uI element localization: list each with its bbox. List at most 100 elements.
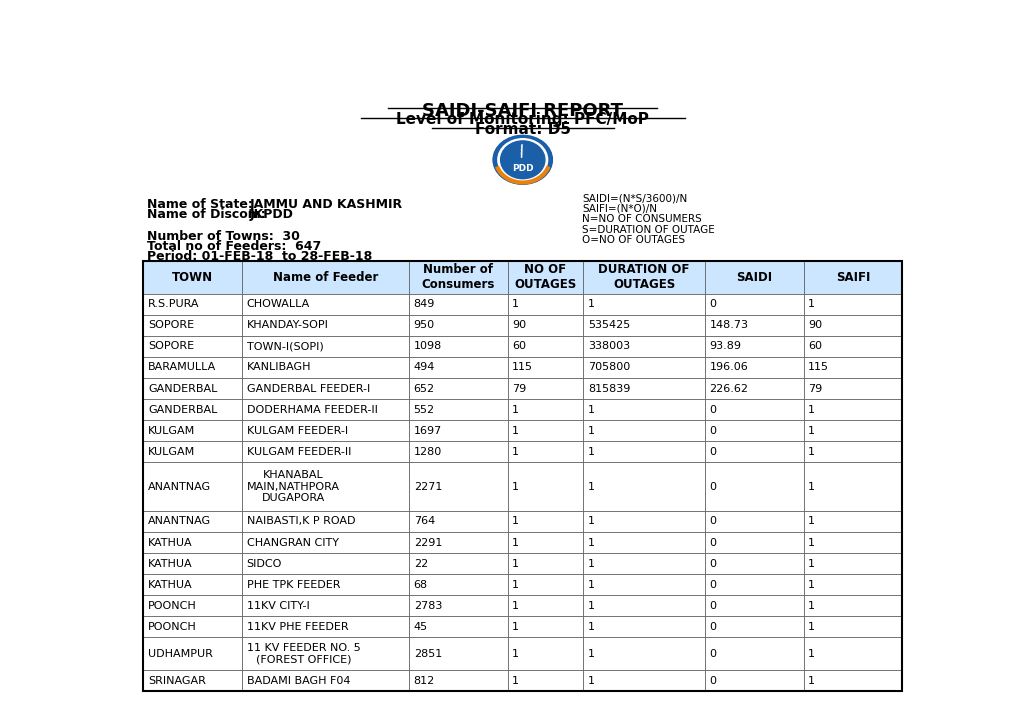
Text: 1: 1 [588, 482, 595, 492]
Text: 1280: 1280 [414, 447, 441, 457]
FancyBboxPatch shape [583, 511, 704, 532]
FancyBboxPatch shape [409, 357, 507, 378]
Text: KANLIBAGH: KANLIBAGH [247, 363, 311, 373]
FancyBboxPatch shape [507, 262, 583, 293]
Text: 0: 0 [709, 676, 716, 686]
FancyBboxPatch shape [583, 262, 704, 293]
Text: 93.89: 93.89 [709, 341, 741, 351]
FancyBboxPatch shape [507, 357, 583, 378]
Text: N=NO OF CONSUMERS: N=NO OF CONSUMERS [582, 214, 701, 224]
FancyBboxPatch shape [143, 511, 242, 532]
FancyBboxPatch shape [409, 671, 507, 691]
Text: 1: 1 [588, 516, 595, 526]
FancyBboxPatch shape [507, 462, 583, 511]
FancyBboxPatch shape [803, 441, 902, 462]
Text: 1: 1 [512, 425, 519, 435]
Text: 90: 90 [512, 320, 526, 330]
Text: CHOWALLA: CHOWALLA [247, 299, 310, 309]
Text: ANANTNAG: ANANTNAG [148, 516, 211, 526]
Text: 0: 0 [709, 404, 716, 415]
Text: 1: 1 [588, 580, 595, 590]
FancyBboxPatch shape [507, 532, 583, 553]
FancyBboxPatch shape [242, 441, 409, 462]
FancyBboxPatch shape [583, 637, 704, 671]
Text: KATHUA: KATHUA [148, 538, 193, 547]
Text: S=DURATION OF OUTAGE: S=DURATION OF OUTAGE [582, 225, 714, 235]
FancyBboxPatch shape [409, 441, 507, 462]
FancyBboxPatch shape [583, 336, 704, 357]
Text: 1: 1 [588, 676, 595, 686]
Text: 0: 0 [709, 447, 716, 457]
Text: CHANGRAN CITY: CHANGRAN CITY [247, 538, 338, 547]
FancyBboxPatch shape [803, 399, 902, 420]
FancyBboxPatch shape [242, 399, 409, 420]
Text: Number of
Consumers: Number of Consumers [421, 263, 494, 291]
Text: SRINAGAR: SRINAGAR [148, 676, 206, 686]
FancyBboxPatch shape [143, 596, 242, 616]
FancyBboxPatch shape [409, 399, 507, 420]
Text: 1: 1 [588, 425, 595, 435]
Text: 652: 652 [414, 384, 434, 394]
FancyBboxPatch shape [242, 420, 409, 441]
Text: 815839: 815839 [588, 384, 630, 394]
FancyBboxPatch shape [583, 553, 704, 574]
FancyBboxPatch shape [242, 532, 409, 553]
Text: 1: 1 [512, 649, 519, 659]
Text: Number of Towns:  30: Number of Towns: 30 [147, 230, 300, 243]
FancyBboxPatch shape [409, 462, 507, 511]
Text: Name of State:: Name of State: [147, 198, 253, 211]
FancyBboxPatch shape [803, 314, 902, 336]
FancyBboxPatch shape [704, 616, 803, 637]
FancyBboxPatch shape [803, 462, 902, 511]
Text: Total no of Feeders:  647: Total no of Feeders: 647 [147, 240, 321, 253]
Text: 1: 1 [807, 601, 814, 611]
Text: 494: 494 [414, 363, 435, 373]
Text: 1: 1 [807, 622, 814, 632]
Text: 1: 1 [807, 538, 814, 547]
Text: KULGAM FEEDER-I: KULGAM FEEDER-I [247, 425, 347, 435]
FancyBboxPatch shape [507, 441, 583, 462]
FancyBboxPatch shape [583, 671, 704, 691]
FancyBboxPatch shape [143, 441, 242, 462]
FancyBboxPatch shape [507, 637, 583, 671]
Text: 196.06: 196.06 [709, 363, 748, 373]
Text: 1: 1 [512, 482, 519, 492]
FancyBboxPatch shape [242, 462, 409, 511]
FancyBboxPatch shape [803, 511, 902, 532]
Text: KHANDAY-SOPI: KHANDAY-SOPI [247, 320, 328, 330]
FancyBboxPatch shape [143, 336, 242, 357]
Text: 115: 115 [512, 363, 533, 373]
FancyBboxPatch shape [409, 336, 507, 357]
Text: 11KV CITY-I: 11KV CITY-I [247, 601, 309, 611]
FancyBboxPatch shape [409, 532, 507, 553]
Text: 1: 1 [512, 580, 519, 590]
Text: 1: 1 [807, 580, 814, 590]
Text: SAIDI: SAIDI [736, 271, 771, 284]
Text: UDHAMPUR: UDHAMPUR [148, 649, 213, 659]
Text: 535425: 535425 [588, 320, 630, 330]
Text: 1: 1 [512, 516, 519, 526]
Text: BADAMI BAGH F04: BADAMI BAGH F04 [247, 676, 350, 686]
Text: 1: 1 [512, 404, 519, 415]
FancyBboxPatch shape [583, 596, 704, 616]
FancyBboxPatch shape [803, 553, 902, 574]
FancyBboxPatch shape [507, 378, 583, 399]
Text: 2783: 2783 [414, 601, 441, 611]
Text: Period: 01-FEB-18  to 28-FEB-18: Period: 01-FEB-18 to 28-FEB-18 [147, 249, 372, 262]
Text: 1: 1 [588, 559, 595, 569]
FancyBboxPatch shape [143, 357, 242, 378]
Text: 1: 1 [588, 622, 595, 632]
FancyBboxPatch shape [242, 596, 409, 616]
FancyBboxPatch shape [583, 462, 704, 511]
FancyBboxPatch shape [409, 314, 507, 336]
Text: SAIDI=(N*S/3600)/N: SAIDI=(N*S/3600)/N [582, 193, 687, 203]
FancyBboxPatch shape [409, 637, 507, 671]
FancyBboxPatch shape [583, 532, 704, 553]
Text: 1697: 1697 [414, 425, 441, 435]
Ellipse shape [500, 141, 544, 179]
Text: 1: 1 [807, 404, 814, 415]
FancyBboxPatch shape [803, 336, 902, 357]
Text: 226.62: 226.62 [709, 384, 748, 394]
Text: 60: 60 [512, 341, 526, 351]
Text: 1: 1 [512, 559, 519, 569]
